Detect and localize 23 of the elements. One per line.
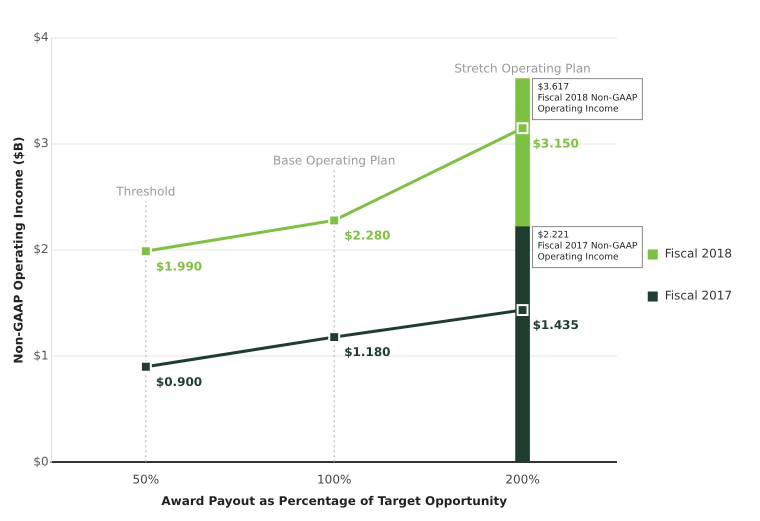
- y-axis-title: Non-GAAP Operating Income ($B): [11, 136, 26, 364]
- x-tick-label: 100%: [317, 472, 352, 487]
- ref-line-label: Threshold: [115, 184, 176, 198]
- data-label: $3.150: [532, 136, 579, 150]
- data-label: $2.280: [344, 228, 391, 243]
- annotation: $2.221 Fiscal 2017 Non-GAAP Operating Income: [538, 230, 638, 263]
- data-label: $1.180: [344, 345, 391, 360]
- y-tick-label: $1: [33, 348, 49, 362]
- data-label: $1.435: [532, 318, 579, 332]
- annotation: $3.617 Fiscal 2018 Non-GAAP Operating Income: [538, 82, 638, 114]
- x-tick-label: 50%: [132, 472, 160, 487]
- data-label: $0.900: [156, 374, 202, 389]
- data-label: $1.990: [156, 259, 202, 274]
- x-tick-label: 200%: [505, 472, 540, 487]
- y-tick-label: $2: [33, 242, 49, 256]
- legend-label: Fiscal 2017: [664, 288, 732, 303]
- ref-line-label: Stretch Operating Plan: [454, 61, 591, 76]
- y-tick-label: $3: [33, 136, 49, 150]
- legend-label: Fiscal 2018: [664, 246, 732, 261]
- ref-line-label: Base Operating Plan: [273, 154, 396, 168]
- y-tick-label: $0: [33, 454, 49, 468]
- x-axis-title: Award Payout as Percentage of Target Opportunity: [161, 494, 508, 508]
- y-tick-label: $4: [33, 30, 49, 44]
